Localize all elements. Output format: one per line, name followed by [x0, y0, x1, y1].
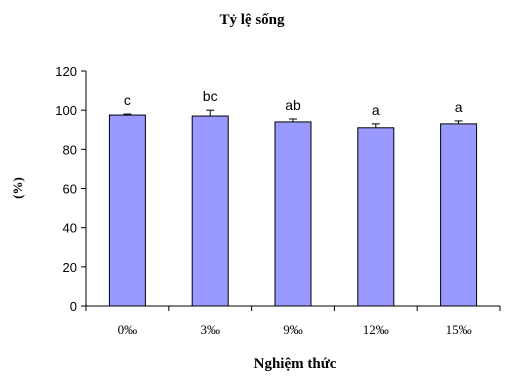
y-tick-label: 0: [70, 299, 77, 314]
bar: [108, 114, 146, 307]
significance-label: a: [372, 102, 380, 118]
x-tick-label: 3‰: [200, 322, 220, 337]
x-axis-label: Nghiệm thức: [254, 356, 337, 372]
y-tick-label: 60: [63, 182, 77, 197]
x-tick-label: 9‰: [283, 322, 303, 337]
y-axis-label: (%): [10, 177, 25, 199]
y-tick-label: 40: [63, 221, 77, 236]
significance-label: c: [124, 92, 131, 108]
x-tick-label: 0‰: [118, 322, 138, 337]
bar: [274, 121, 312, 307]
bar: [357, 127, 395, 307]
y-tick-label: 20: [63, 260, 77, 275]
y-tick-label: 80: [63, 142, 77, 157]
x-tick-label: 15‰: [446, 322, 472, 337]
chart-title: Tỷ lệ sống: [219, 12, 285, 28]
x-tick-label: 12‰: [363, 322, 389, 337]
bar: [191, 115, 229, 307]
bar: [440, 123, 478, 307]
y-tick-label: 100: [55, 103, 77, 118]
significance-label: ab: [285, 97, 301, 113]
plot-area: 0 20 40 60 80 100 120 c 0‰ bc 3‰ ab 9‰ a 12‰ a 15‰: [55, 64, 501, 337]
significance-label: a: [455, 99, 463, 115]
y-tick-label: 120: [55, 64, 77, 79]
significance-label: bc: [203, 88, 218, 104]
